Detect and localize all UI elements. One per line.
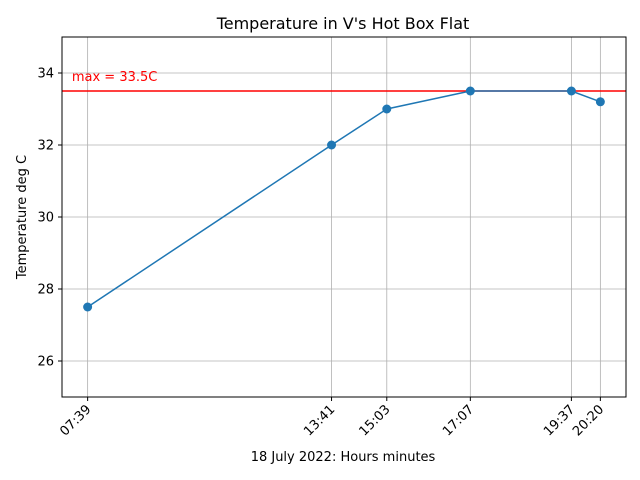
temperature-series	[83, 86, 605, 312]
y-tick-label: 30	[37, 211, 54, 226]
y-tick-label: 34	[37, 67, 54, 82]
x-axis-label: 18 July 2022: Hours minutes	[251, 450, 436, 465]
data-point	[566, 86, 576, 96]
data-point	[595, 97, 605, 107]
series-line	[87, 90, 601, 308]
gridlines	[62, 37, 626, 397]
data-point	[465, 86, 475, 96]
data-point	[327, 140, 337, 150]
chart-title: Temperature in V's Hot Box Flat	[216, 14, 470, 33]
max-label: max = 33.5C	[72, 70, 158, 85]
y-axis-ticks: 26 28 30 32 34	[37, 67, 62, 370]
y-axis-label: Temperature deg C	[15, 155, 30, 280]
data-point	[382, 104, 392, 114]
y-tick-label: 32	[37, 139, 54, 154]
data-point	[83, 302, 93, 312]
y-tick-label: 26	[37, 355, 54, 370]
y-tick-label: 28	[37, 283, 54, 298]
